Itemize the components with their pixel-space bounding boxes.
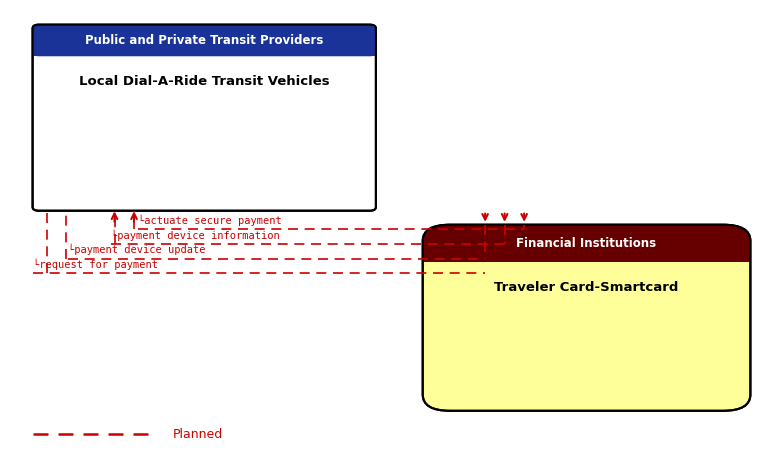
Bar [33,39,376,56]
Text: Local Dial-A-Ride Transit Vehicles: Local Dial-A-Ride Transit Vehicles [79,75,330,88]
FancyBboxPatch shape [33,25,376,56]
Text: Financial Institutions: Financial Institutions [517,237,657,250]
Text: └payment device information: └payment device information [110,230,280,241]
Text: └actuate secure payment: └actuate secure payment [138,215,282,226]
Text: └request for payment: └request for payment [33,258,157,270]
Text: └payment device update: └payment device update [67,244,205,256]
FancyBboxPatch shape [423,225,750,411]
Text: Public and Private Transit Providers: Public and Private Transit Providers [85,34,323,47]
Text: Planned: Planned [173,428,223,440]
Bar [423,241,750,262]
FancyBboxPatch shape [33,25,376,211]
FancyBboxPatch shape [423,225,750,262]
Text: Traveler Card-Smartcard: Traveler Card-Smartcard [494,280,679,293]
